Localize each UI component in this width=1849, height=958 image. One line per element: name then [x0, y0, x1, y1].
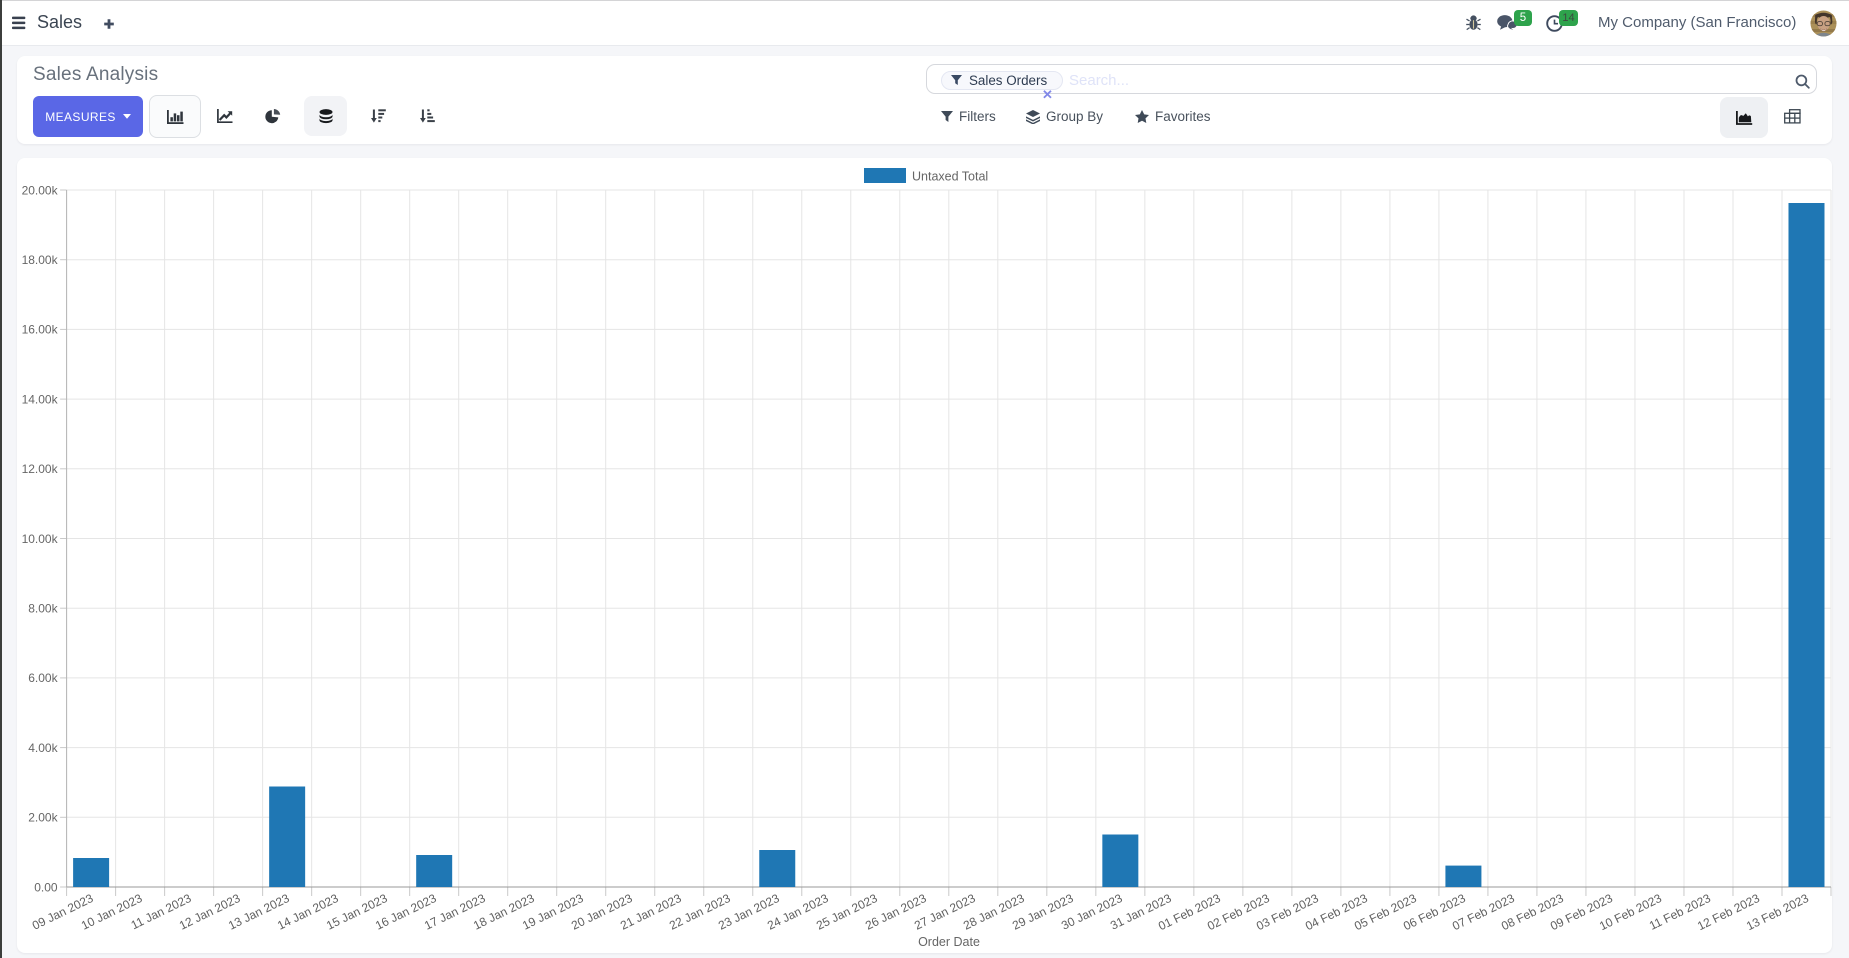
svg-text:18.00k: 18.00k — [22, 253, 59, 267]
svg-text:2.00k: 2.00k — [28, 811, 58, 825]
svg-text:14.00k: 14.00k — [22, 392, 59, 406]
svg-text:16.00k: 16.00k — [22, 323, 59, 337]
svg-text:12.00k: 12.00k — [22, 462, 59, 476]
svg-text:20.00k: 20.00k — [22, 183, 59, 197]
svg-text:Order Date: Order Date — [918, 935, 980, 949]
svg-text:Untaxed Total: Untaxed Total — [912, 169, 988, 183]
svg-text:4.00k: 4.00k — [28, 741, 58, 755]
svg-text:8.00k: 8.00k — [28, 602, 58, 616]
svg-text:0.00: 0.00 — [34, 880, 58, 894]
svg-text:10.00k: 10.00k — [22, 532, 59, 546]
svg-text:6.00k: 6.00k — [28, 671, 58, 685]
